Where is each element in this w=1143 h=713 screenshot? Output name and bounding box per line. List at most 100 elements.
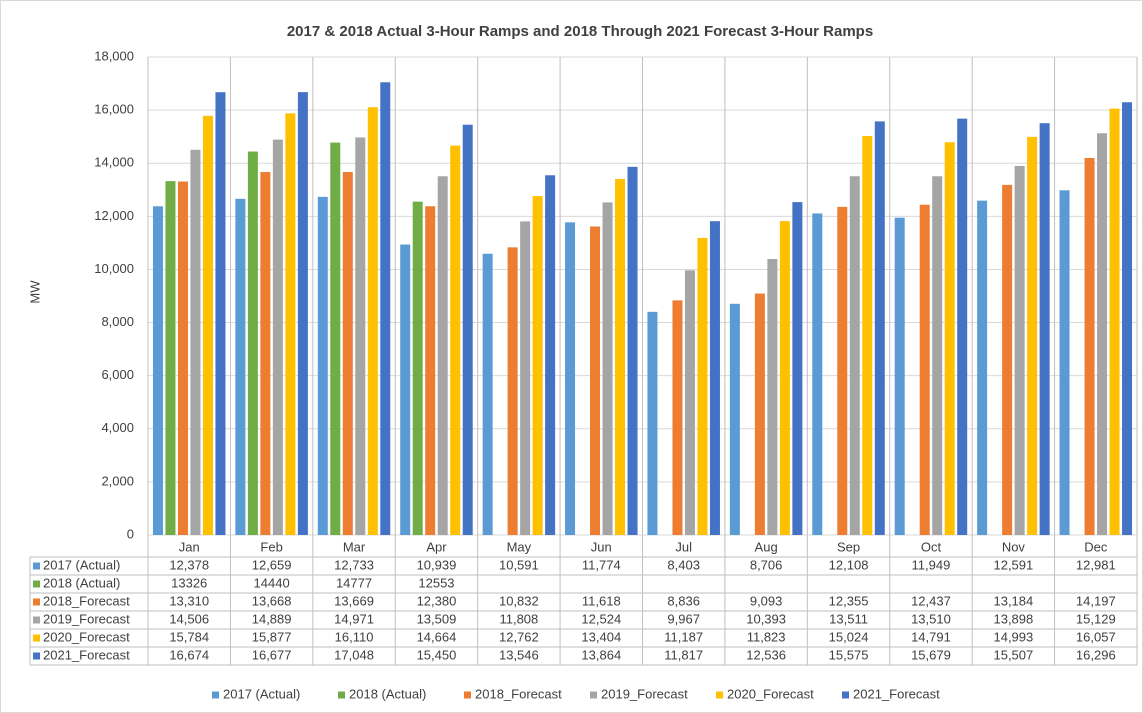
table-cell: 12,733 <box>334 557 374 572</box>
table-cell: 13326 <box>171 575 207 590</box>
bar <box>165 181 176 535</box>
bar <box>1109 108 1120 535</box>
table-cell: 13,184 <box>993 593 1033 608</box>
bar <box>944 142 955 535</box>
table-legend-key <box>33 598 40 606</box>
table-cell: 12,591 <box>993 557 1033 572</box>
bar <box>247 151 258 535</box>
table-cell: 11,774 <box>582 557 621 572</box>
bar <box>932 176 943 536</box>
table-legend-key <box>33 580 40 588</box>
table-cell: 13,511 <box>829 611 868 626</box>
table-cell: 13,864 <box>581 647 621 662</box>
table-cell: 10,939 <box>417 557 457 572</box>
legend-key <box>338 691 345 699</box>
y-tick-label: 6,000 <box>101 367 134 382</box>
bar <box>367 107 378 535</box>
table-cell: 14,889 <box>252 611 292 626</box>
bar <box>425 206 436 535</box>
y-tick-label: 8,000 <box>101 314 134 329</box>
table-cell: 16,677 <box>252 647 292 662</box>
table-cell: 12,380 <box>417 593 457 608</box>
table-cell: 12,659 <box>252 557 292 572</box>
table-cell: 16,057 <box>1076 629 1116 644</box>
y-tick-label: 4,000 <box>101 420 134 435</box>
bar <box>462 124 473 535</box>
bar <box>285 113 296 535</box>
table-cell: 13,509 <box>417 611 457 626</box>
bar <box>215 92 226 535</box>
table-row-header: 2018 (Actual) <box>43 575 120 590</box>
bar <box>272 139 283 536</box>
table-cell: 14,791 <box>911 629 951 644</box>
bar <box>919 204 930 535</box>
table-cell: 15,450 <box>417 647 457 662</box>
y-tick-label: 0 <box>127 526 134 541</box>
legend-label: 2018_Forecast <box>475 686 562 701</box>
bar <box>1084 157 1095 535</box>
x-tick-label: Jan <box>179 539 200 554</box>
table-cell: 17,048 <box>334 647 374 662</box>
bar <box>684 270 695 535</box>
bar <box>647 311 658 535</box>
table-cell: 14777 <box>336 575 372 590</box>
bar <box>190 149 201 536</box>
table-cell: 9,967 <box>667 611 700 626</box>
table-cell: 12,762 <box>499 629 539 644</box>
x-tick-label: Feb <box>260 539 282 554</box>
legend-label: 2021_Forecast <box>853 686 940 701</box>
bar <box>1002 184 1013 536</box>
table-cell: 15,877 <box>252 629 292 644</box>
bar <box>767 259 778 535</box>
x-tick-label: Jun <box>591 539 612 554</box>
table-row-header: 2020_Forecast <box>43 629 130 644</box>
table-cell: 11,808 <box>499 611 538 626</box>
bar <box>697 237 708 535</box>
table-cell: 12,355 <box>829 593 869 608</box>
bar <box>977 200 988 535</box>
table-cell: 14440 <box>254 575 290 590</box>
legend-key <box>716 691 723 699</box>
table-cell: 13,310 <box>169 593 209 608</box>
table-cell: 13,898 <box>993 611 1033 626</box>
table-cell: 11,187 <box>664 629 703 644</box>
table-cell: 12,437 <box>911 593 951 608</box>
bar <box>754 293 765 535</box>
y-tick-label: 12,000 <box>94 208 134 223</box>
table-cell: 13,546 <box>499 647 539 662</box>
table-cell: 12,378 <box>169 557 209 572</box>
table-row-header: 2018_Forecast <box>43 593 130 608</box>
table-cell: 15,575 <box>829 647 869 662</box>
legend-label: 2019_Forecast <box>601 686 688 701</box>
table-cell: 14,993 <box>993 629 1033 644</box>
bar <box>1097 133 1108 535</box>
bar <box>400 244 411 535</box>
bar <box>342 172 353 535</box>
bar <box>507 247 518 535</box>
table-cell: 16,674 <box>169 647 209 662</box>
y-tick-label: 14,000 <box>94 155 134 170</box>
bar <box>235 198 246 535</box>
bar <box>450 145 461 535</box>
x-tick-label: Aug <box>755 539 778 554</box>
table-legend-key <box>33 634 40 642</box>
bar <box>520 221 531 535</box>
bar <box>565 222 576 535</box>
x-tick-label: Dec <box>1084 539 1108 554</box>
table-cell: 8,403 <box>667 557 700 572</box>
bar <box>412 201 423 535</box>
bar <box>202 115 213 536</box>
bar <box>532 196 543 535</box>
bar <box>152 206 163 535</box>
table-row-header: 2021_Forecast <box>43 647 130 662</box>
bar <box>615 179 626 536</box>
table-legend-key <box>33 562 40 570</box>
x-tick-label: Sep <box>837 539 860 554</box>
table-cell: 11,949 <box>912 557 951 572</box>
x-tick-label: May <box>507 539 532 554</box>
table-cell: 14,197 <box>1076 593 1116 608</box>
bar <box>779 221 790 535</box>
table-cell: 12553 <box>418 575 454 590</box>
table-cell: 10,393 <box>746 611 786 626</box>
x-tick-label: Oct <box>921 539 942 554</box>
